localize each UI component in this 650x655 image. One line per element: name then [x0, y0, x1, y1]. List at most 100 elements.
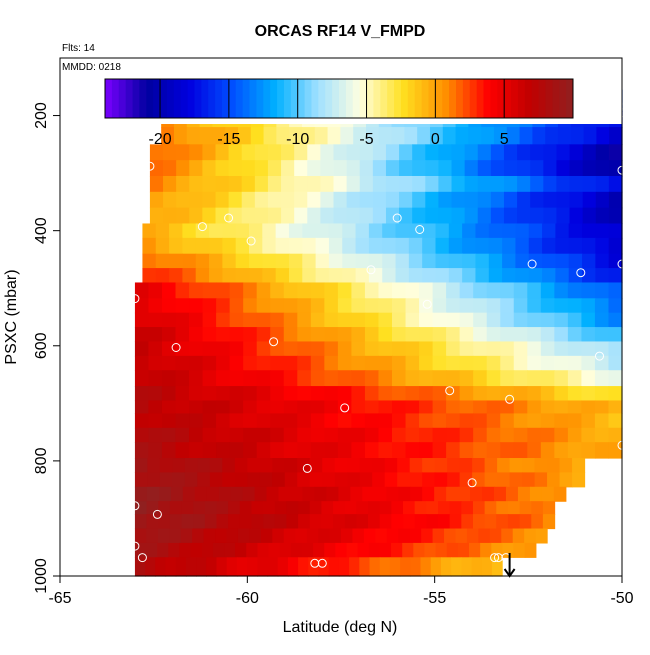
data-point: [130, 294, 140, 304]
heatmap-cell: [290, 486, 304, 502]
heatmap-cell: [451, 175, 466, 193]
heatmap-cell: [197, 472, 211, 488]
heatmap-cell: [256, 327, 271, 343]
heatmap-cell: [368, 268, 383, 284]
heatmap-cell: [267, 160, 282, 177]
heatmap-cell: [567, 427, 583, 443]
heatmap-cell: [412, 175, 426, 193]
heatmap-cell: [241, 207, 256, 225]
heatmap-cell: [568, 268, 583, 284]
heatmap-cell: [262, 253, 277, 269]
colorbar-segment: [153, 79, 161, 118]
heatmap-cell: [595, 253, 610, 269]
heatmap-cell: [297, 386, 312, 402]
heatmap-cell: [488, 268, 503, 284]
data-point: [246, 236, 256, 246]
heatmap-cell: [581, 400, 596, 415]
heatmap-cell: [364, 413, 380, 429]
heatmap-cell: [351, 400, 366, 415]
heatmap-cell: [502, 237, 517, 255]
heatmap-cell: [378, 370, 393, 387]
heatmap-cell: [243, 442, 258, 459]
heatmap-cell: [202, 370, 217, 387]
heatmap-cell: [608, 223, 623, 239]
heatmap-cell: [568, 223, 583, 239]
heatmap-cell: [395, 253, 410, 269]
heatmap-cell: [134, 458, 149, 473]
heatmap-cell: [513, 298, 528, 314]
heatmap-cell: [567, 413, 583, 429]
heatmap-cell: [543, 175, 558, 193]
heatmap-cell: [149, 207, 164, 225]
heatmap-cell: [448, 237, 463, 255]
heatmap-cell: [451, 191, 466, 209]
heatmap-cell: [490, 207, 505, 225]
heatmap-cell: [189, 298, 204, 314]
heatmap-cell: [507, 514, 521, 530]
heatmap-cell: [182, 268, 197, 284]
colorbar-segment: [105, 79, 113, 118]
heatmap-cell: [161, 127, 175, 145]
heatmap-cell: [459, 427, 474, 443]
heatmap-cell: [524, 528, 537, 544]
heatmap-cell: [554, 355, 569, 371]
colorbar-segment: [359, 79, 368, 118]
heatmap-cell: [442, 127, 457, 145]
heatmap-cell: [500, 442, 515, 459]
heatmap-cell: [351, 370, 366, 387]
y-axis: 200 400 600 800 1000: [33, 102, 61, 594]
heatmap-cell: [351, 327, 366, 343]
colorbar-segment: [387, 79, 395, 118]
heatmap-cell: [310, 427, 325, 443]
heatmap-cell: [405, 327, 420, 343]
heatmap-cell: [419, 413, 434, 429]
heatmap-cell: [426, 501, 439, 515]
heatmap-cell: [254, 144, 269, 161]
heatmap-cell: [409, 528, 422, 544]
heatmap-cell: [270, 298, 285, 314]
heatmap-cell: [392, 400, 407, 415]
heatmap-cell: [486, 341, 501, 357]
heatmap-cell: [270, 386, 285, 402]
heatmap-cell: [608, 253, 623, 269]
heatmap-cell: [609, 127, 623, 145]
heatmap-cell: [449, 501, 462, 515]
heatmap-cell: [158, 486, 172, 502]
heatmap-cell: [555, 268, 570, 284]
heatmap-cell: [582, 160, 597, 177]
heatmap-cell: [422, 223, 437, 239]
colorbar-segment: [249, 79, 257, 118]
heatmap-cell: [161, 298, 177, 314]
heatmap-cell: [486, 400, 501, 415]
heatmap-cell: [477, 160, 492, 177]
heatmap-cell: [540, 427, 555, 443]
heatmap-cell: [594, 327, 610, 343]
heatmap-cell: [134, 341, 150, 357]
heatmap-cell: [324, 427, 339, 443]
heatmap-cell: [500, 370, 515, 387]
heatmap-cell: [189, 191, 203, 209]
heatmap-cell: [505, 486, 519, 502]
heatmap-cell: [409, 472, 423, 488]
heatmap-cell: [241, 191, 256, 209]
heatmap-cell: [275, 237, 290, 255]
heatmap-cell: [608, 442, 623, 459]
heatmap-cell: [186, 127, 201, 145]
x-axis-label: Latitude (deg N): [283, 619, 398, 636]
heatmap-cell: [193, 501, 206, 515]
data-point: [366, 265, 376, 275]
colorbar-segment: [380, 79, 388, 118]
heatmap-cell: [272, 458, 286, 473]
heatmap-cell: [175, 557, 187, 577]
heatmap-cell: [329, 528, 342, 544]
heatmap-cell: [266, 486, 280, 502]
heatmap-cell: [594, 341, 610, 357]
heatmap-cell: [400, 557, 411, 577]
heatmap-cell: [385, 144, 400, 161]
heatmap-cell: [595, 207, 610, 225]
heatmap-cell: [364, 327, 380, 343]
heatmap-cell: [175, 327, 190, 343]
heatmap-cell: [489, 528, 502, 544]
heatmap-cell: [540, 298, 555, 314]
heatmap-cell: [333, 207, 348, 225]
